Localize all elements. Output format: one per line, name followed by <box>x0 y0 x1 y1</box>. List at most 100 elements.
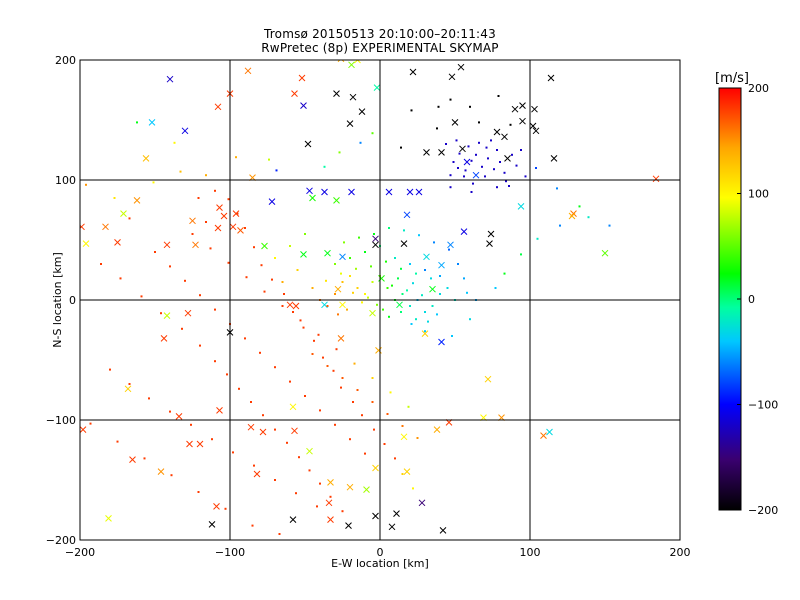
data-point-cross <box>214 103 222 111</box>
data-point-dot <box>281 281 284 283</box>
data-point-dot <box>410 109 413 112</box>
data-point-cross <box>547 74 555 82</box>
data-point-cross <box>124 385 132 393</box>
data-point-dot <box>341 377 344 379</box>
data-point-cross <box>292 302 300 310</box>
data-point-cross <box>438 261 445 269</box>
data-point-dot <box>334 293 336 295</box>
data-point-dot <box>340 272 342 275</box>
data-point-cross <box>354 60 361 64</box>
data-point-cross <box>133 197 141 204</box>
y-axis-label: N-S location [km] <box>51 252 64 348</box>
data-point-cross <box>213 503 220 510</box>
data-point-cross <box>309 194 316 202</box>
data-point-dot <box>356 389 359 391</box>
data-point-cross <box>457 63 465 71</box>
data-point-dot <box>487 157 489 160</box>
data-point-cross <box>184 309 192 317</box>
data-point-dot <box>355 267 357 270</box>
data-point-cross <box>166 75 174 83</box>
data-point-dot <box>232 451 234 454</box>
data-point-cross <box>268 198 276 205</box>
data-point-cross <box>300 251 307 258</box>
data-point-dot <box>358 236 360 239</box>
data-point-cross <box>517 203 525 210</box>
x-tick-label: −200 <box>65 546 95 559</box>
data-point-dot <box>250 401 252 403</box>
data-point-dot <box>259 351 261 354</box>
data-point-dot <box>511 153 513 156</box>
data-point-cross <box>286 301 294 309</box>
data-point-dot <box>235 156 237 159</box>
data-point-cross <box>423 149 430 156</box>
data-point-dot <box>199 344 201 347</box>
data-point-dot <box>433 241 435 244</box>
data-point-dot <box>316 505 318 508</box>
data-point-cross <box>529 122 537 130</box>
data-point-dot <box>386 413 389 415</box>
data-point-cross <box>348 61 355 69</box>
data-point-cross <box>372 235 379 243</box>
data-point-dot <box>364 293 366 295</box>
data-point-cross <box>237 227 244 234</box>
data-point-dot <box>281 305 284 307</box>
data-point-cross <box>129 456 136 463</box>
data-point-cross <box>142 155 150 162</box>
data-point-dot <box>367 296 369 299</box>
data-point-dot <box>385 260 387 263</box>
data-point-dot <box>262 414 264 417</box>
data-point-cross <box>504 155 511 162</box>
data-point-dot <box>470 191 473 193</box>
data-point-dot <box>337 313 339 316</box>
data-point-cross <box>324 249 331 257</box>
data-point-dot <box>361 414 363 417</box>
colorbar-tick-label: 0 <box>748 293 755 306</box>
data-point-cross <box>400 433 408 441</box>
data-point-cross <box>163 312 171 319</box>
data-point-cross <box>102 223 109 231</box>
colorbar-label: [m/s] <box>715 71 749 86</box>
data-point-dot <box>388 315 390 318</box>
data-point-dot <box>364 251 366 253</box>
data-point-dot <box>400 146 402 149</box>
data-point-dot <box>322 356 324 359</box>
data-point-dot <box>421 294 423 297</box>
data-point-dot <box>370 265 372 268</box>
data-point-dot <box>430 277 432 280</box>
data-point-cross <box>339 253 346 261</box>
data-point-cross <box>337 60 345 63</box>
data-point-dot <box>341 510 344 513</box>
data-point-dot <box>359 141 362 144</box>
data-point-dot <box>89 422 92 425</box>
data-point-dot <box>446 287 449 289</box>
data-point-dot <box>415 272 417 275</box>
data-point-cross <box>484 375 492 383</box>
data-point-dot <box>415 318 417 321</box>
data-point-cross <box>346 120 354 127</box>
data-point-cross <box>105 515 112 522</box>
y-tick-label: 100 <box>55 174 76 187</box>
data-point-dot <box>197 197 200 199</box>
data-point-dot <box>406 289 408 292</box>
data-point-dot <box>371 132 374 135</box>
data-point-cross <box>447 241 454 249</box>
data-point-cross <box>157 468 165 475</box>
data-point-dot <box>191 233 194 235</box>
data-point-dot <box>386 287 389 289</box>
data-point-dot <box>199 294 201 297</box>
data-point-cross <box>423 253 430 261</box>
data-point-dot <box>412 487 414 490</box>
data-point-cross <box>406 188 414 196</box>
data-point-cross <box>568 212 576 220</box>
data-point-dot <box>169 265 171 268</box>
data-point-dot <box>349 275 351 277</box>
data-point-dot <box>439 275 441 277</box>
data-point-dot <box>400 311 402 313</box>
data-point-cross <box>540 432 547 439</box>
data-point-dot <box>214 189 216 192</box>
data-point-cross <box>531 105 538 113</box>
data-point-cross <box>519 117 526 125</box>
data-point-dot <box>334 423 336 426</box>
data-point-dot <box>383 443 386 445</box>
